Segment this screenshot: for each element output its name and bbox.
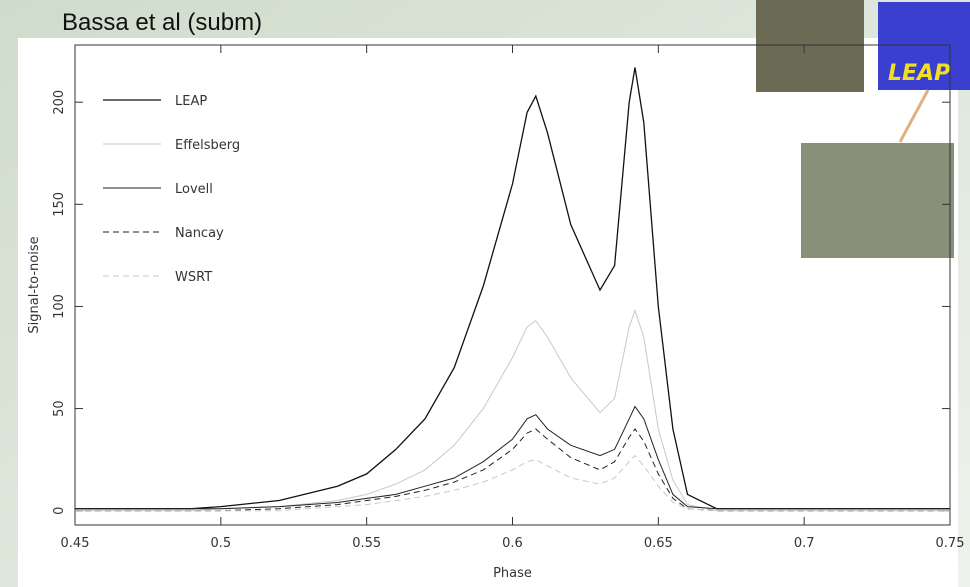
y-tick-label: 50	[52, 400, 67, 417]
legend-label: WSRT	[175, 270, 212, 285]
x-tick-label: 0.7	[794, 536, 815, 551]
y-tick-label: 100	[52, 294, 67, 319]
x-axis-label: Phase	[493, 566, 532, 581]
x-tick-label: 0.75	[936, 536, 965, 551]
x-tick-label: 0.45	[61, 536, 90, 551]
series-line	[75, 67, 950, 510]
x-tick-label: 0.6	[502, 536, 523, 551]
series-line	[75, 454, 950, 512]
slide-title: Bassa et al (subm)	[62, 9, 262, 36]
series-line	[75, 308, 950, 512]
legend-label: Lovell	[175, 182, 213, 197]
y-axis-label: Signal-to-noise	[27, 236, 42, 333]
y-tick-label: 200	[52, 90, 67, 115]
x-tick-label: 0.55	[352, 536, 381, 551]
legend-label: LEAP	[175, 94, 207, 109]
legend-label: Effelsberg	[175, 138, 240, 153]
y-tick-label: 0	[52, 507, 67, 515]
x-tick-label: 0.5	[210, 536, 231, 551]
series-line	[75, 405, 950, 510]
leap-logo	[878, 2, 970, 90]
legend-label: Nancay	[175, 226, 224, 241]
telescope-photo	[756, 0, 864, 92]
y-tick-label: 150	[52, 192, 67, 217]
x-tick-label: 0.65	[644, 536, 673, 551]
array-photo	[799, 141, 956, 260]
plot-panel	[18, 38, 958, 587]
series-line	[75, 428, 950, 512]
connector	[898, 89, 930, 143]
logo-text: LEAP	[888, 61, 950, 86]
